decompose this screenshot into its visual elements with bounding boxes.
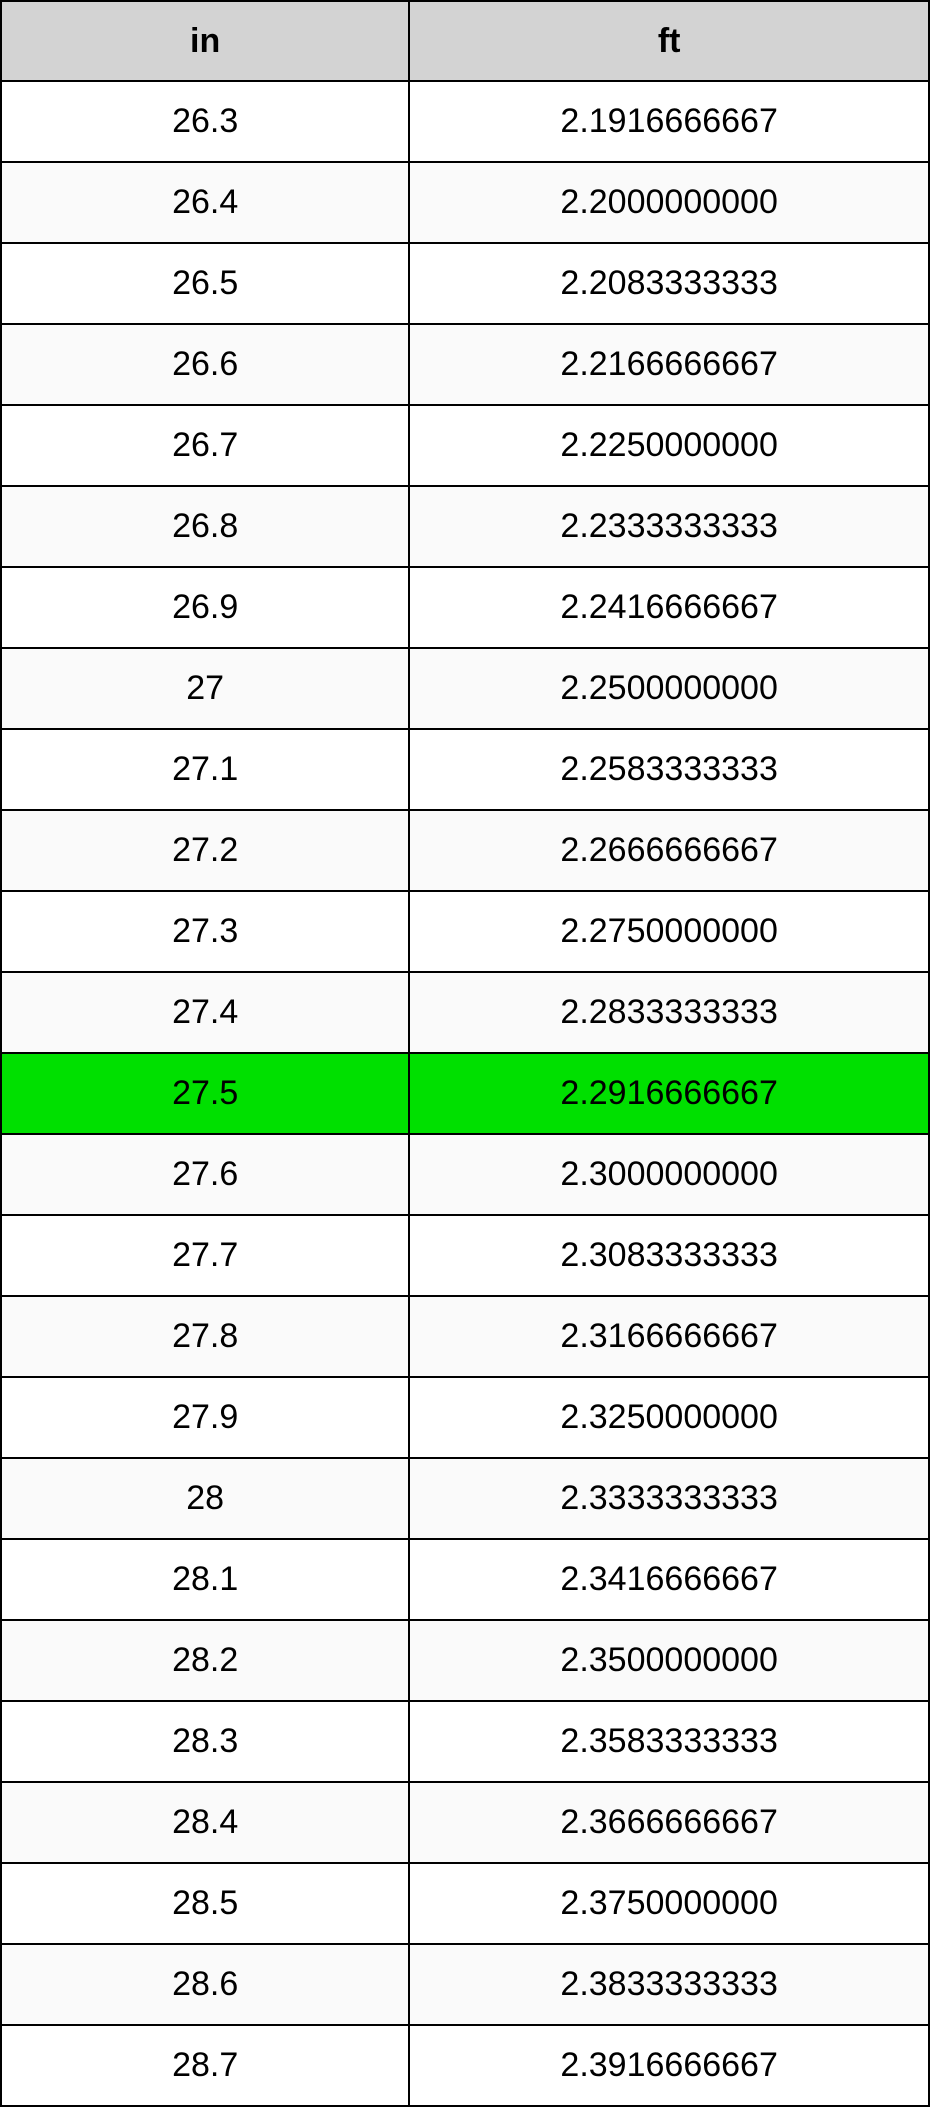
table-row: 28.42.3666666667: [1, 1782, 929, 1863]
cell-in: 28.2: [1, 1620, 409, 1701]
table-row: 272.2500000000: [1, 648, 929, 729]
table-row: 282.3333333333: [1, 1458, 929, 1539]
table-row: 27.52.2916666667: [1, 1053, 929, 1134]
cell-ft: 2.3500000000: [409, 1620, 929, 1701]
cell-in: 28.6: [1, 1944, 409, 2025]
cell-ft: 2.3083333333: [409, 1215, 929, 1296]
table-row: 27.22.2666666667: [1, 810, 929, 891]
cell-in: 28.3: [1, 1701, 409, 1782]
cell-ft: 2.2166666667: [409, 324, 929, 405]
table-row: 26.32.1916666667: [1, 81, 929, 162]
column-header-in: in: [1, 1, 409, 81]
table-row: 27.42.2833333333: [1, 972, 929, 1053]
table-row: 27.72.3083333333: [1, 1215, 929, 1296]
column-header-ft: ft: [409, 1, 929, 81]
cell-ft: 2.3333333333: [409, 1458, 929, 1539]
cell-ft: 2.2250000000: [409, 405, 929, 486]
conversion-table-wrap: in ft 26.32.191666666726.42.200000000026…: [0, 0, 930, 2107]
cell-in: 27.4: [1, 972, 409, 1053]
cell-ft: 2.3750000000: [409, 1863, 929, 1944]
conversion-table: in ft 26.32.191666666726.42.200000000026…: [0, 0, 930, 2107]
table-row: 27.82.3166666667: [1, 1296, 929, 1377]
table-row: 26.82.2333333333: [1, 486, 929, 567]
table-row: 27.92.3250000000: [1, 1377, 929, 1458]
cell-in: 26.7: [1, 405, 409, 486]
cell-ft: 2.1916666667: [409, 81, 929, 162]
cell-ft: 2.2750000000: [409, 891, 929, 972]
table-row: 26.42.2000000000: [1, 162, 929, 243]
cell-ft: 2.2666666667: [409, 810, 929, 891]
cell-in: 26.9: [1, 567, 409, 648]
cell-ft: 2.2083333333: [409, 243, 929, 324]
cell-in: 27.3: [1, 891, 409, 972]
cell-in: 27: [1, 648, 409, 729]
cell-ft: 2.2000000000: [409, 162, 929, 243]
table-row: 28.22.3500000000: [1, 1620, 929, 1701]
cell-ft: 2.3583333333: [409, 1701, 929, 1782]
cell-in: 28.4: [1, 1782, 409, 1863]
table-row: 28.72.3916666667: [1, 2025, 929, 2106]
table-row: 28.32.3583333333: [1, 1701, 929, 1782]
cell-ft: 2.3416666667: [409, 1539, 929, 1620]
table-row: 28.62.3833333333: [1, 1944, 929, 2025]
cell-in: 27.5: [1, 1053, 409, 1134]
cell-ft: 2.3833333333: [409, 1944, 929, 2025]
cell-in: 28.1: [1, 1539, 409, 1620]
cell-ft: 2.2833333333: [409, 972, 929, 1053]
table-row: 28.52.3750000000: [1, 1863, 929, 1944]
cell-ft: 2.2583333333: [409, 729, 929, 810]
cell-ft: 2.2500000000: [409, 648, 929, 729]
cell-ft: 2.3166666667: [409, 1296, 929, 1377]
cell-ft: 2.3250000000: [409, 1377, 929, 1458]
cell-in: 27.6: [1, 1134, 409, 1215]
table-row: 27.62.3000000000: [1, 1134, 929, 1215]
cell-ft: 2.3916666667: [409, 2025, 929, 2106]
table-row: 26.52.2083333333: [1, 243, 929, 324]
cell-in: 26.3: [1, 81, 409, 162]
table-row: 26.92.2416666667: [1, 567, 929, 648]
table-row: 28.12.3416666667: [1, 1539, 929, 1620]
table-row: 26.72.2250000000: [1, 405, 929, 486]
cell-ft: 2.2333333333: [409, 486, 929, 567]
cell-in: 26.4: [1, 162, 409, 243]
cell-in: 26.5: [1, 243, 409, 324]
table-row: 27.32.2750000000: [1, 891, 929, 972]
cell-ft: 2.3666666667: [409, 1782, 929, 1863]
cell-in: 28.7: [1, 2025, 409, 2106]
cell-ft: 2.3000000000: [409, 1134, 929, 1215]
cell-in: 27.2: [1, 810, 409, 891]
cell-in: 27.7: [1, 1215, 409, 1296]
cell-in: 28.5: [1, 1863, 409, 1944]
cell-in: 27.1: [1, 729, 409, 810]
table-row: 27.12.2583333333: [1, 729, 929, 810]
table-row: 26.62.2166666667: [1, 324, 929, 405]
cell-in: 26.6: [1, 324, 409, 405]
cell-in: 26.8: [1, 486, 409, 567]
cell-in: 27.8: [1, 1296, 409, 1377]
cell-in: 28: [1, 1458, 409, 1539]
cell-in: 27.9: [1, 1377, 409, 1458]
table-header-row: in ft: [1, 1, 929, 81]
cell-ft: 2.2916666667: [409, 1053, 929, 1134]
cell-ft: 2.2416666667: [409, 567, 929, 648]
